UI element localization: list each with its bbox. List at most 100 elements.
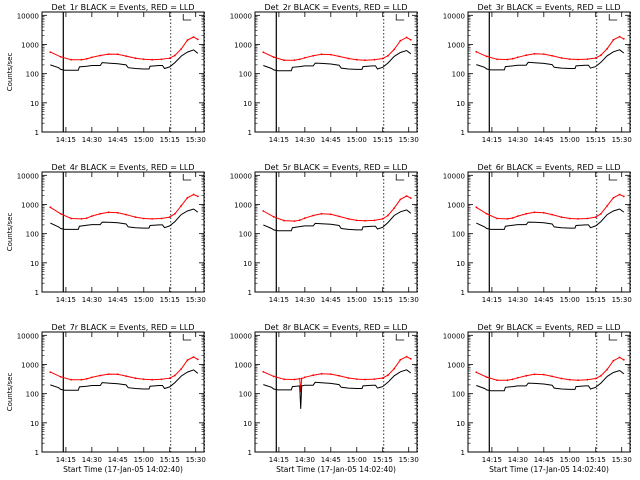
y-tick-label: 100 bbox=[452, 231, 465, 239]
lld-data-point bbox=[107, 373, 110, 375]
events-rate-line bbox=[476, 369, 625, 392]
lld-data-point bbox=[516, 215, 519, 218]
lld-rate-line bbox=[263, 195, 412, 222]
lld-data-point bbox=[125, 375, 127, 377]
lld-data-point bbox=[600, 212, 602, 215]
y-tick-label: 1 bbox=[35, 449, 39, 457]
lld-data-point bbox=[329, 213, 332, 216]
lld-data-point bbox=[70, 58, 72, 61]
lld-data-point bbox=[312, 374, 315, 377]
lld-data-point bbox=[107, 53, 110, 55]
panel-title: Det_5r BLACK = Events, RED = LLD bbox=[264, 163, 407, 172]
lld-data-point bbox=[393, 367, 396, 370]
lld-data-point bbox=[90, 56, 93, 59]
y-tick-label: 1 bbox=[35, 289, 39, 297]
x-tick-label: 14:45 bbox=[321, 296, 341, 304]
lld-data-point bbox=[594, 57, 597, 59]
x-tick-label: 15:30 bbox=[612, 296, 632, 304]
lld-rate-line bbox=[263, 356, 412, 392]
lld-data-point bbox=[560, 377, 563, 380]
lld-data-point bbox=[293, 220, 296, 223]
lld-data-point bbox=[399, 39, 402, 42]
lld-data-point bbox=[303, 217, 306, 220]
lld-data-point bbox=[186, 359, 189, 362]
panel-title: Det_4r BLACK = Events, RED = LLD bbox=[51, 163, 194, 172]
lld-data-point bbox=[618, 356, 621, 359]
x-tick-label: 15:00 bbox=[560, 296, 580, 304]
x-tick-label: 15:30 bbox=[612, 456, 632, 464]
lld-data-point bbox=[355, 219, 358, 222]
plot-frame bbox=[41, 11, 205, 133]
lld-data-point bbox=[59, 55, 62, 58]
x-tick-label: 14:15 bbox=[482, 296, 502, 304]
x-tick-label: 14:45 bbox=[534, 136, 554, 144]
lld-data-point bbox=[49, 206, 52, 209]
lld-data-point bbox=[533, 52, 536, 55]
x-tick-label: 14:15 bbox=[269, 296, 289, 304]
lld-data-point bbox=[125, 55, 127, 57]
y-tick-label: 100 bbox=[26, 71, 39, 79]
plot-frame bbox=[254, 11, 418, 133]
lld-data-point bbox=[577, 379, 579, 382]
lld-data-point bbox=[196, 195, 199, 198]
detector-panel: Det_4r BLACK = Events, RED = LLD 1 10 100 10… bbox=[6, 163, 206, 304]
y-tick-label: 10000 bbox=[443, 172, 465, 180]
lld-data-point bbox=[49, 51, 52, 53]
y-tick-label: 1000 bbox=[21, 201, 39, 209]
lld-data-point bbox=[320, 212, 323, 215]
x-tick-label: 14:30 bbox=[295, 136, 315, 144]
x-tick-label: 15:15 bbox=[373, 456, 393, 464]
x-tick-label: 14:30 bbox=[508, 456, 528, 464]
y-tick-label: 1 bbox=[35, 129, 39, 137]
x-tick-label: 14:30 bbox=[295, 296, 315, 304]
x-tick-label: 14:30 bbox=[82, 136, 102, 144]
y-tick-label: 100 bbox=[26, 231, 39, 239]
lld-data-point bbox=[533, 211, 536, 214]
lld-rate-line bbox=[50, 193, 199, 220]
x-tick-label: 14:15 bbox=[56, 456, 76, 464]
x-tick-label: 14:45 bbox=[321, 456, 341, 464]
y-tick-label: 1 bbox=[461, 129, 465, 137]
panel-title: Det_3r BLACK = Events, RED = LLD bbox=[477, 3, 620, 12]
x-tick-label: 14:15 bbox=[269, 136, 289, 144]
events-rate-line bbox=[476, 49, 625, 71]
lld-data-point bbox=[283, 378, 285, 381]
panel-title: Det_9r BLACK = Events, RED = LLD bbox=[477, 323, 620, 332]
lld-data-point bbox=[300, 377, 303, 380]
lld-data-point bbox=[364, 378, 366, 381]
lld-data-point bbox=[174, 54, 176, 57]
lld-data-point bbox=[85, 378, 88, 380]
x-tick-label: 15:30 bbox=[399, 136, 419, 144]
lld-data-point bbox=[180, 204, 183, 207]
lld-data-point bbox=[59, 212, 62, 215]
lld-data-point bbox=[186, 39, 189, 42]
y-axis-label: Counts/sec bbox=[6, 53, 14, 92]
y-axis-label: Counts/sec bbox=[6, 213, 14, 252]
detector-panel: Det_8r BLACK = Events, RED = LLD 1 10 100 10… bbox=[230, 323, 419, 474]
events-rate-line bbox=[50, 369, 199, 391]
lld-data-point bbox=[160, 217, 163, 220]
lld-data-point bbox=[329, 373, 332, 375]
x-tick-label: 15:15 bbox=[373, 136, 393, 144]
events-rate-line bbox=[476, 208, 625, 230]
x-tick-label: 15:30 bbox=[612, 136, 632, 144]
x-tick-label: 14:15 bbox=[269, 456, 289, 464]
lld-data-point bbox=[180, 368, 183, 370]
marker-bracket bbox=[608, 14, 618, 21]
plot-frame bbox=[254, 171, 418, 293]
y-tick-label: 10000 bbox=[17, 172, 39, 180]
lld-data-point bbox=[355, 58, 358, 61]
detector-panel: Det_2r BLACK = Events, RED = LLD 1 10 100 10… bbox=[230, 3, 419, 144]
lld-data-point bbox=[142, 378, 145, 381]
y-tick-label: 10000 bbox=[230, 172, 252, 180]
lld-data-point bbox=[70, 217, 72, 220]
plot-frame bbox=[467, 11, 631, 133]
lld-data-point bbox=[393, 207, 396, 210]
y-tick-label: 1 bbox=[248, 289, 252, 297]
x-tick-label: 15:00 bbox=[560, 456, 580, 464]
lld-data-point bbox=[142, 217, 145, 220]
lld-data-point bbox=[586, 378, 589, 381]
panel-title: Det_6r BLACK = Events, RED = LLD bbox=[477, 163, 620, 172]
y-tick-label: 1000 bbox=[234, 201, 252, 209]
lld-data-point bbox=[475, 371, 478, 374]
